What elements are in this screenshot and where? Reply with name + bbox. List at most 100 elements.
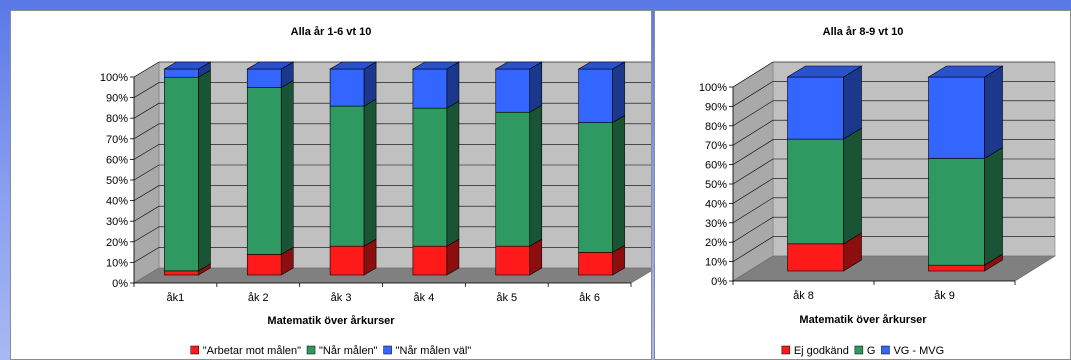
y-tick-label: 0% bbox=[112, 278, 128, 290]
chart-grades-1-6: Alla år 1-6 vt 10 0% 10% 20% 30% 40% 50% 60% 70%… bbox=[100, 26, 651, 357]
gridline bbox=[133, 61, 651, 78]
bar-segment-side bbox=[984, 65, 1003, 160]
bar-segment-front bbox=[412, 68, 448, 109]
bar-segment-side bbox=[529, 104, 543, 247]
bar-segment-front bbox=[928, 264, 985, 272]
bar-segment-top bbox=[786, 65, 863, 78]
gridline bbox=[133, 226, 651, 243]
chart-floor bbox=[731, 255, 1057, 282]
y-tick-label: 90% bbox=[705, 101, 727, 113]
x-tick-label: åk 6 bbox=[579, 292, 600, 304]
bar-segment-front bbox=[412, 245, 448, 276]
x-tick-label: åk 9 bbox=[934, 290, 955, 302]
bar-segment-top bbox=[411, 61, 461, 70]
chart-title: Alla år 1-6 vt 10 bbox=[291, 26, 372, 38]
y-tick-label: 20% bbox=[106, 237, 128, 249]
legend-label: Ej godkänd bbox=[794, 345, 849, 357]
y-tick-label: 60% bbox=[106, 154, 128, 166]
gridline bbox=[133, 102, 651, 119]
bar-segment-front bbox=[246, 68, 282, 88]
y-tick-label: 40% bbox=[705, 198, 727, 210]
y-tick-label: 80% bbox=[106, 113, 128, 125]
gridline bbox=[732, 61, 1055, 88]
bar-segment-top bbox=[577, 61, 626, 70]
y-tick-label: 100% bbox=[100, 72, 128, 84]
bar-segment-top bbox=[246, 61, 295, 70]
legend-swatch bbox=[854, 345, 864, 355]
bar-segment-side bbox=[446, 100, 460, 247]
gridline bbox=[133, 185, 651, 201]
bar-segment-front bbox=[329, 68, 365, 107]
bar-segment-side bbox=[984, 146, 1003, 266]
y-tick-label: 0% bbox=[711, 276, 727, 288]
bar-segment-side bbox=[280, 80, 294, 255]
gridline bbox=[133, 205, 651, 222]
bar-segment-side bbox=[612, 115, 625, 253]
bar-segment-front bbox=[329, 105, 365, 247]
legend-swatch bbox=[383, 345, 392, 355]
y-tick-label: 90% bbox=[106, 93, 128, 105]
bar-segment-front bbox=[495, 245, 531, 276]
bar-segment-side bbox=[363, 61, 377, 107]
x-tick-label: åk 2 bbox=[248, 292, 269, 304]
x-axis-title: Matematik över årkurser bbox=[267, 315, 395, 327]
y-tick-label: 60% bbox=[705, 160, 727, 172]
bar-segment-top bbox=[927, 65, 1004, 78]
bar-segment-side bbox=[843, 127, 862, 245]
x-tick-label: åk 5 bbox=[496, 292, 517, 304]
bar-segment-side bbox=[843, 65, 862, 140]
y-tick-label: 30% bbox=[106, 216, 128, 228]
bar-segment-side bbox=[198, 69, 211, 272]
chart-floor bbox=[132, 267, 651, 284]
bar-segment-front bbox=[787, 243, 844, 272]
bar-segment-front bbox=[578, 68, 613, 123]
y-tick-label: 80% bbox=[705, 121, 727, 133]
bar-segment-front bbox=[787, 76, 844, 140]
bar-segment-front bbox=[329, 245, 365, 276]
x-axis-title: Matematik över årkurser bbox=[799, 314, 927, 326]
gridline bbox=[133, 82, 651, 98]
y-tick-label: 70% bbox=[705, 140, 727, 152]
bar-segment-side bbox=[529, 61, 543, 113]
chart-panel-grades-8-9: Alla år 8-9 vt 10 0% 10% 20% 30% 40% 50% 60% 70%… bbox=[654, 10, 1071, 360]
bar-segment-front bbox=[928, 158, 985, 266]
legend-swatch bbox=[781, 345, 791, 355]
gridline bbox=[133, 247, 651, 263]
y-tick-label: 10% bbox=[106, 257, 128, 269]
bar-segment-front bbox=[787, 138, 844, 245]
y-tick-label: 50% bbox=[705, 179, 727, 191]
legend-label: G bbox=[867, 345, 876, 357]
y-tick-label: 20% bbox=[705, 237, 727, 249]
bar-segment-front bbox=[164, 76, 199, 272]
bar-segment-side bbox=[612, 61, 625, 124]
x-tick-label: åk 3 bbox=[331, 292, 352, 304]
chart-grades-8-9: Alla år 8-9 vt 10 0% 10% 20% 30% 40% 50% 60% 70%… bbox=[699, 26, 1057, 357]
bar-segment-side bbox=[363, 98, 377, 247]
bar-segment-top bbox=[163, 61, 212, 70]
bar-segment-front bbox=[164, 270, 199, 276]
gridline bbox=[133, 123, 651, 140]
y-tick-label: 30% bbox=[705, 218, 727, 230]
legend-label: "Når målen" bbox=[319, 345, 378, 357]
bar-segment-front bbox=[246, 254, 282, 276]
bar-segment-front bbox=[495, 68, 531, 113]
y-tick-label: 100% bbox=[699, 82, 727, 94]
bar-segment-front bbox=[412, 107, 448, 247]
legend-label: "Når målen väl" bbox=[396, 345, 472, 357]
x-tick-label: åk 4 bbox=[414, 292, 435, 304]
y-tick-label: 40% bbox=[106, 196, 128, 208]
bar-segment-front bbox=[928, 76, 985, 159]
legend-swatch bbox=[190, 345, 199, 355]
bar-segment-front bbox=[578, 252, 613, 276]
y-tick-label: 10% bbox=[705, 257, 727, 269]
y-tick-label: 50% bbox=[106, 175, 128, 187]
chart-panel-grades-1-6: Alla år 1-6 vt 10 0% 10% 20% 30% 40% 50% 60% 70%… bbox=[10, 10, 652, 360]
bar-segment-top bbox=[494, 61, 543, 70]
legend-label: VG - MVG bbox=[893, 345, 944, 357]
bar-segment-front bbox=[246, 87, 282, 255]
chart-title: Alla år 8-9 vt 10 bbox=[823, 26, 904, 38]
x-tick-label: åk1 bbox=[167, 292, 185, 304]
bar-segment-front bbox=[164, 68, 199, 78]
x-tick-label: åk 8 bbox=[793, 290, 814, 302]
y-tick-label: 70% bbox=[106, 134, 128, 146]
